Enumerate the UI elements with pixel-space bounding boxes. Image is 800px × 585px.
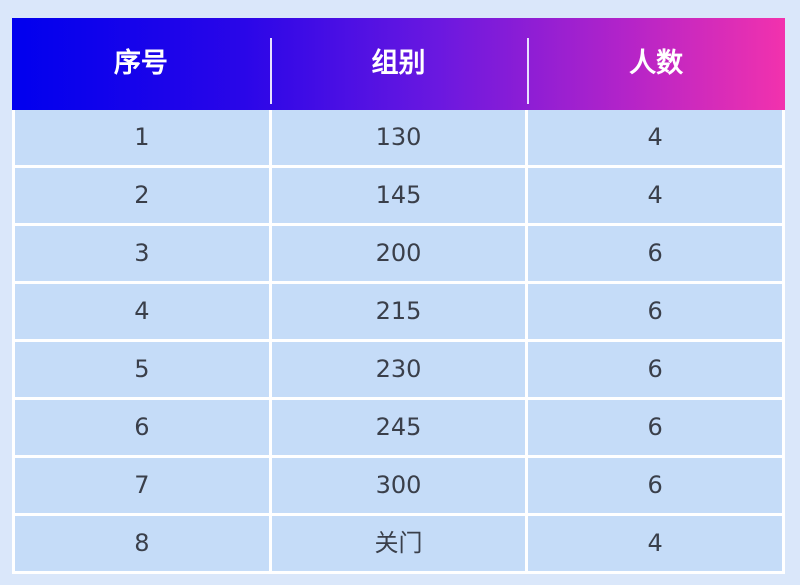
table-row: 1 130 4 [12, 110, 785, 168]
cell-count: 6 [525, 226, 783, 281]
cell-count: 6 [525, 342, 783, 397]
cell-count: 4 [525, 516, 783, 571]
cell-count: 6 [525, 400, 783, 455]
cell-group: 245 [268, 400, 526, 455]
cell-group: 145 [268, 168, 526, 223]
table-row: 5 230 6 [12, 342, 785, 400]
cell-group: 230 [268, 342, 526, 397]
cell-index: 4 [15, 284, 269, 339]
cell-group: 130 [268, 110, 526, 165]
cell-index: 2 [15, 168, 269, 223]
cell-count: 4 [525, 110, 783, 165]
cell-index: 3 [15, 226, 269, 281]
cell-count: 4 [525, 168, 783, 223]
cell-group: 300 [268, 458, 526, 513]
header-index: 序号 [113, 48, 168, 79]
table-row: 6 245 6 [12, 400, 785, 458]
table-row: 7 300 6 [12, 458, 785, 516]
table-body: 1 130 4 2 145 4 3 200 6 4 215 6 5 230 6 6 245 6 7 300 6 8 关门 4 [12, 110, 785, 574]
table-row: 4 215 6 [12, 284, 785, 342]
cell-index: 5 [15, 342, 269, 397]
cell-count: 6 [525, 458, 783, 513]
cell-index: 8 [15, 516, 269, 571]
header-count: 人数 [527, 18, 785, 110]
table-header: 序号 组别 人数 [12, 18, 785, 110]
cell-index: 1 [15, 110, 269, 165]
cell-count: 6 [525, 284, 783, 339]
data-table: 序号 组别 人数 1 130 4 2 145 4 3 200 6 4 215 6 5 230 6 6 245 6 7… [12, 18, 785, 574]
header-group: 组别 [269, 18, 528, 110]
cell-index: 6 [15, 400, 269, 455]
table-row: 2 145 4 [12, 168, 785, 226]
cell-group: 关门 [268, 516, 526, 571]
cell-index: 7 [15, 458, 269, 513]
table-row: 8 关门 4 [12, 516, 785, 574]
table-row: 3 200 6 [12, 226, 785, 284]
cell-group: 200 [268, 226, 526, 281]
cell-group: 215 [268, 284, 526, 339]
